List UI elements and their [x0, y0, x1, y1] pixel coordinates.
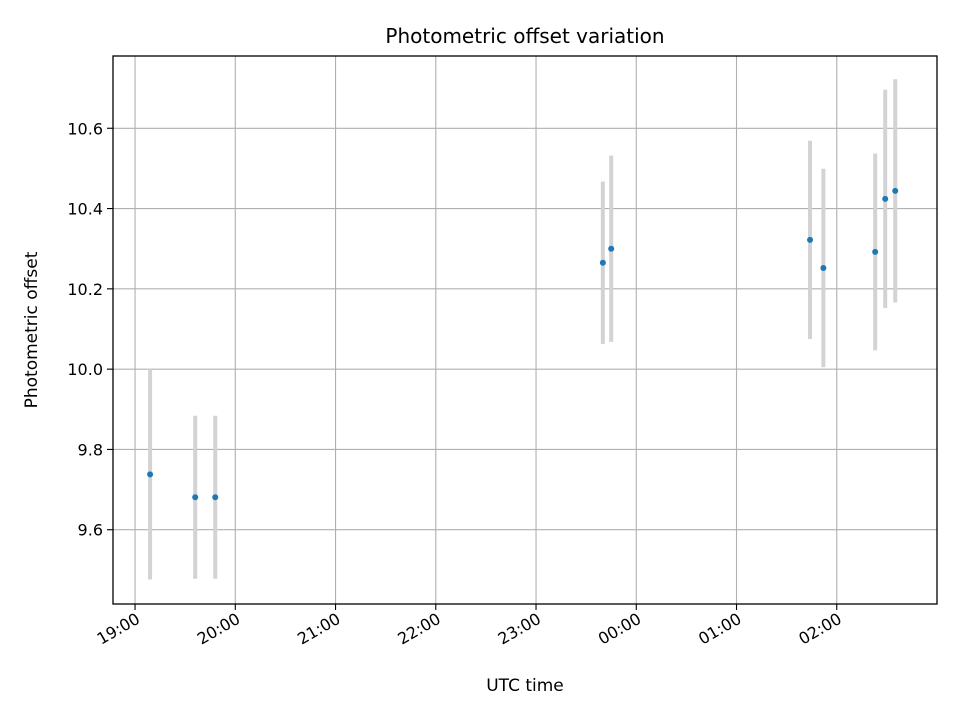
y-tick-label: 9.6 [78, 521, 103, 540]
y-tick-label: 10.4 [67, 200, 103, 219]
data-point [608, 245, 615, 252]
chart-title: Photometric offset variation [385, 24, 664, 48]
plot-frame [112, 55, 938, 605]
x-axis-label: UTC time [486, 676, 564, 696]
data-point [892, 187, 899, 194]
data-point [807, 236, 814, 243]
y-axis-ticks: 9.6 9.8 10.0 10.2 10.4 10.6 [67, 119, 113, 540]
y-tick-label: 9.8 [78, 440, 103, 459]
data-point [599, 259, 606, 266]
data-point [882, 195, 889, 202]
data-point [147, 471, 154, 478]
data-point [820, 264, 827, 271]
data-point [212, 494, 219, 501]
data-points [147, 187, 899, 501]
y-tick-label: 10.6 [67, 119, 103, 138]
grid-lines [113, 56, 937, 604]
y-axis-label: Photometric offset [22, 251, 42, 408]
y-tick-label: 10.2 [67, 280, 103, 299]
data-point [872, 248, 879, 255]
data-point [192, 494, 199, 501]
y-tick-label: 10.0 [67, 360, 103, 379]
